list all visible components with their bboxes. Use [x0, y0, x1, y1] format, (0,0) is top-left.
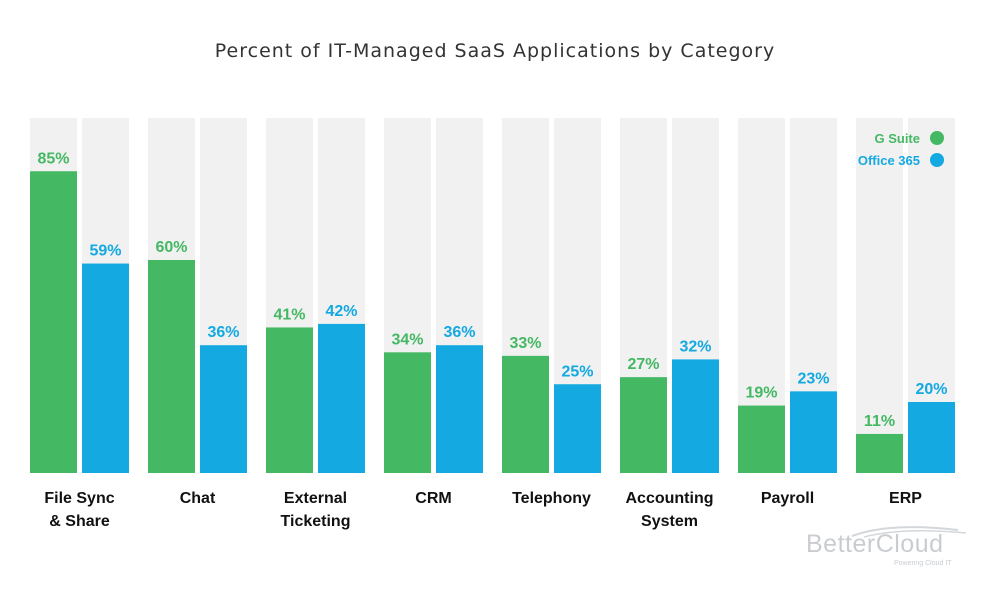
data-label: 34% [391, 331, 423, 348]
category-label: & Share [49, 513, 110, 530]
gsuite-bar [148, 260, 195, 473]
data-label: 27% [627, 356, 659, 373]
data-label: 11% [864, 413, 895, 430]
bar-background [856, 118, 903, 473]
category-label: Telephony [512, 490, 591, 507]
legend-label: Office 365 [858, 153, 920, 168]
office365-bar [200, 345, 247, 473]
gsuite-bar [384, 352, 431, 473]
office365-bar [554, 384, 601, 473]
data-label: 59% [89, 243, 121, 260]
cloud-swoosh-icon [851, 526, 967, 538]
data-label: 42% [325, 303, 357, 320]
category-label: System [641, 513, 698, 530]
watermark-tagline: Powering Cloud IT [894, 560, 952, 567]
legend-marker [930, 153, 944, 167]
category-label: Chat [180, 490, 216, 507]
data-label: 41% [273, 306, 305, 323]
data-label: 19% [745, 385, 777, 402]
gsuite-bar [266, 327, 313, 473]
category-label: CRM [415, 490, 451, 507]
office365-bar [436, 345, 483, 473]
office365-bar [790, 391, 837, 473]
data-label: 25% [561, 363, 593, 380]
gsuite-bar [856, 433, 903, 473]
data-label: 20% [915, 381, 947, 398]
watermark-name: BetterCloud [806, 530, 944, 558]
gsuite-bar [502, 355, 549, 473]
office365-bar [672, 359, 719, 473]
data-label: 60% [155, 239, 187, 256]
category-label: Ticketing [281, 513, 351, 530]
data-label: 33% [509, 335, 541, 352]
data-label: 36% [207, 324, 239, 341]
category-label: Accounting [626, 490, 714, 507]
gsuite-bar [30, 171, 77, 473]
legend-marker [930, 131, 944, 145]
office365-bar [82, 263, 129, 473]
data-label: 85% [37, 150, 69, 167]
category-label: File Sync [44, 490, 114, 507]
gsuite-bar [738, 405, 785, 473]
chart-title: Percent of IT-Managed SaaS Applications … [214, 40, 776, 62]
category-label: ERP [889, 490, 922, 507]
category-label: Payroll [761, 490, 814, 507]
bettercloud-watermark: BetterCloud Powering Cloud IT [806, 530, 966, 567]
category-label: External [284, 490, 347, 507]
data-label: 23% [797, 370, 829, 387]
data-label: 36% [443, 324, 475, 341]
office365-bar [318, 323, 365, 473]
data-label: 32% [679, 338, 711, 355]
office365-bar [908, 402, 955, 473]
legend-label: G Suite [874, 131, 920, 146]
gsuite-bar [620, 377, 667, 473]
